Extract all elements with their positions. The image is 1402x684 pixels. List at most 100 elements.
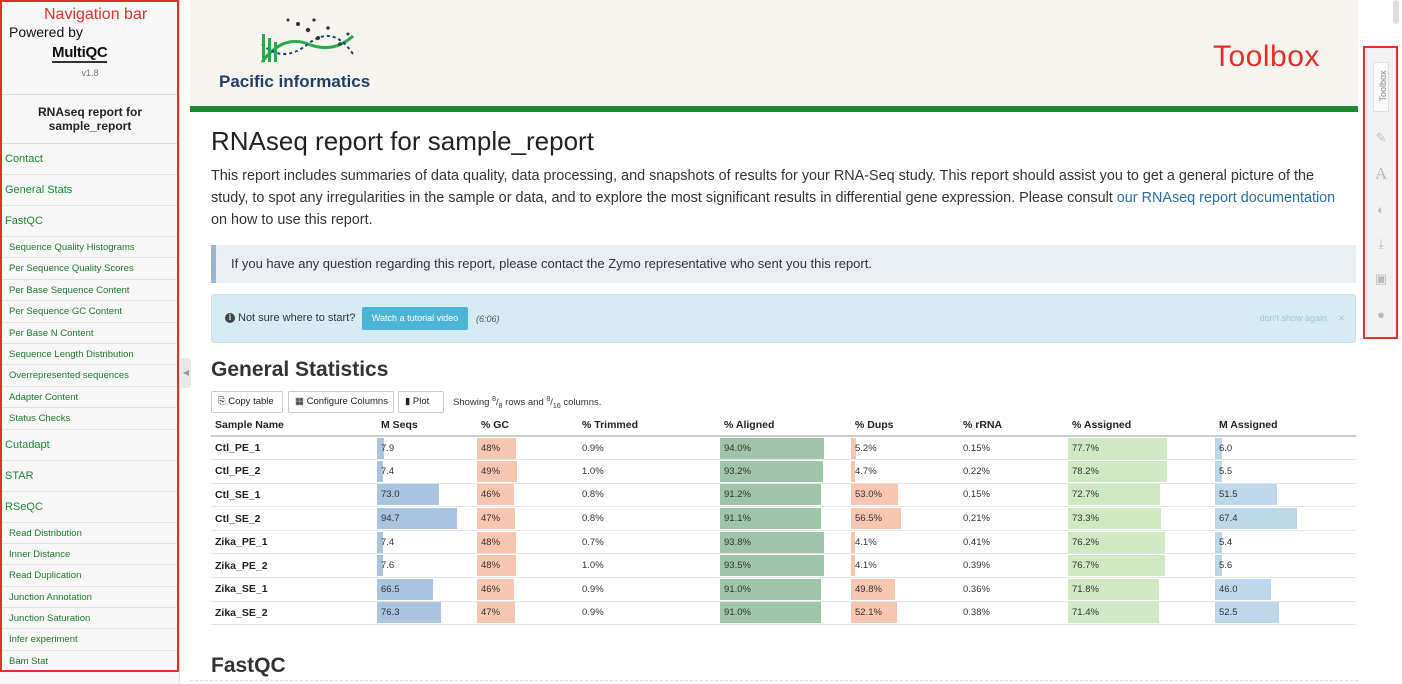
cell-value-wrap: 46%: [477, 484, 578, 506]
toolbox-annotation-label: Toolbox: [1213, 40, 1320, 73]
table-cell: 71.4%: [1068, 601, 1215, 626]
cell-value-wrap: 76.3: [377, 602, 477, 624]
toolbox-tab[interactable]: Toolbox: [1373, 62, 1389, 112]
table-cell: 1.0%: [578, 459, 720, 484]
sidebar-item-sequence-quality-histograms[interactable]: Sequence Quality Histograms: [0, 237, 179, 259]
table-cell: 5.6: [1215, 553, 1356, 579]
table-cell: 0.9%: [578, 577, 720, 602]
cell-value: 4.1%: [855, 536, 877, 548]
cell-value-wrap: 73.0: [377, 484, 477, 506]
sidebar-item-per-sequence-gc-content[interactable]: Per Sequence GC Content: [0, 301, 179, 323]
cell-value-wrap: 0.8%: [582, 508, 720, 529]
save-icon[interactable]: ▣: [1374, 271, 1388, 286]
cell-value-wrap: 49.8%: [851, 578, 959, 600]
column-header[interactable]: M Seqs: [377, 415, 477, 437]
cell-bar: [377, 508, 457, 530]
powered-by-text: Powered by: [9, 24, 83, 40]
download-icon[interactable]: ⤓: [1378, 236, 1384, 251]
table-cell: 49.8%: [851, 577, 959, 602]
cell-value-wrap: 1.0%: [582, 461, 720, 482]
cell-bar: [851, 460, 856, 482]
dont-show-again-link[interactable]: don't show again: [1259, 313, 1327, 323]
sidebar-item-sequence-length-distribution[interactable]: Sequence Length Distribution: [0, 344, 179, 366]
sidebar-item-per-base-sequence-content[interactable]: Per Base Sequence Content: [0, 280, 179, 302]
pin-icon[interactable]: ✎: [1375, 130, 1387, 145]
cell-value: 48%: [481, 442, 501, 454]
column-header[interactable]: % Aligned: [720, 415, 851, 437]
plot-label: Plot: [412, 396, 430, 407]
sidebar-item-rseqc[interactable]: RSeQC: [0, 492, 179, 523]
cell-value: 52.1%: [855, 607, 882, 619]
cell-value: 56.5%: [855, 513, 882, 525]
sidebar-item-contact[interactable]: Contact: [0, 144, 179, 175]
sidebar-item-per-base-n-content[interactable]: Per Base N Content: [0, 323, 179, 344]
sidebar-item-infer-experiment[interactable]: Infer experiment: [0, 629, 179, 651]
table-cell: 91.1%: [720, 506, 851, 531]
column-header[interactable]: Sample Name: [211, 415, 377, 437]
sidebar-item-read-duplication[interactable]: Read Duplication: [0, 565, 179, 587]
cell-value-wrap: 0.15%: [963, 484, 1068, 505]
table-cell: 72.7%: [1068, 483, 1215, 508]
sidebar-item-inner-distance[interactable]: Inner Distance: [0, 544, 179, 566]
cell-value-wrap: 7.6: [377, 555, 477, 577]
cell-value-wrap: 91.0%: [720, 578, 851, 600]
sidebar-item-fastqc[interactable]: FastQC: [0, 206, 179, 237]
cell-value: 4.7%: [855, 465, 877, 477]
table-cell: 4.1%: [851, 530, 959, 555]
column-header[interactable]: % GC: [477, 415, 578, 437]
help-icon[interactable]: ●: [1377, 307, 1385, 322]
sidebar-report-title[interactable]: RNAseq report for sample_report: [0, 94, 179, 133]
sidebar-item-cutadapt[interactable]: Cutadapt: [0, 430, 179, 461]
multiqc-logo[interactable]: MultiQC: [52, 44, 108, 63]
configure-columns-button[interactable]: ▦ Configure Columns: [288, 391, 394, 413]
sidebar-item-star[interactable]: STAR: [0, 461, 179, 492]
table-cell: 4.7%: [851, 459, 959, 484]
sidebar-item-junction-saturation[interactable]: Junction Saturation: [0, 608, 179, 630]
cell-value: 49.8%: [855, 583, 882, 595]
documentation-link[interactable]: our RNAseq report documentation: [1116, 190, 1336, 206]
cell-value: 78.2%: [1072, 465, 1099, 477]
column-header[interactable]: % rRNA: [959, 415, 1068, 437]
close-icon[interactable]: ×: [1337, 311, 1345, 325]
cell-value-wrap: 71.4%: [1068, 602, 1215, 624]
table-cell: 76.2%: [1068, 530, 1215, 555]
sidebar-item-junction-annotation[interactable]: Junction Annotation: [0, 587, 179, 609]
sidebar-item-overrepresented-sequences[interactable]: Overrepresented sequences: [0, 365, 179, 387]
sidebar-item-bam-stat[interactable]: Bam Stat: [0, 651, 179, 673]
table-cell: 0.15%: [959, 483, 1068, 508]
cell-value: 47%: [481, 513, 501, 525]
sample-name-cell: Zika_PE_1: [211, 530, 377, 555]
copy-table-button[interactable]: ⎘ Copy table: [211, 391, 283, 413]
copy-icon: ⎘: [218, 396, 226, 407]
scrollbar[interactable]: [1393, 0, 1399, 24]
font-icon[interactable]: A: [1374, 164, 1388, 183]
sidebar-collapse-toggle[interactable]: ◀: [181, 358, 191, 388]
cell-value: 0.9%: [582, 607, 604, 619]
cell-bar: [720, 578, 821, 600]
cell-value-wrap: 47%: [477, 602, 578, 624]
cell-value-wrap: 93.5%: [720, 555, 851, 577]
cell-bar: [720, 555, 824, 577]
sidebar-item-read-distribution[interactable]: Read Distribution: [0, 523, 179, 544]
eye-slash-icon[interactable]: ◐: [1377, 202, 1385, 217]
sidebar-item-general-stats[interactable]: General Stats: [0, 175, 179, 206]
cell-value: 0.41%: [963, 536, 990, 548]
watch-tutorial-button[interactable]: Watch a tutorial video: [362, 307, 468, 330]
sidebar-item-per-sequence-quality-scores[interactable]: Per Sequence Quality Scores: [0, 258, 179, 280]
sidebar-item-status-checks[interactable]: Status Checks: [0, 408, 179, 430]
column-header[interactable]: % Assigned: [1068, 415, 1215, 437]
sidebar-item-adapter-content[interactable]: Adapter Content: [0, 387, 179, 409]
table-cell: 78.2%: [1068, 459, 1215, 484]
column-header[interactable]: % Trimmed: [578, 415, 720, 437]
cell-bar: [851, 484, 898, 506]
column-header[interactable]: M Assigned: [1215, 415, 1356, 437]
column-header[interactable]: % Dups: [851, 415, 959, 437]
cell-value: 77.7%: [1072, 442, 1099, 454]
table-cell: 7.9: [377, 436, 477, 461]
plot-button[interactable]: ▮ Plot: [398, 391, 444, 413]
cell-value: 0.15%: [963, 489, 990, 501]
cell-value: 5.2%: [855, 442, 877, 454]
table-cell: 76.7%: [1068, 553, 1215, 579]
table-cell: 93.2%: [720, 459, 851, 484]
bar-chart-icon: ▮: [405, 396, 411, 407]
